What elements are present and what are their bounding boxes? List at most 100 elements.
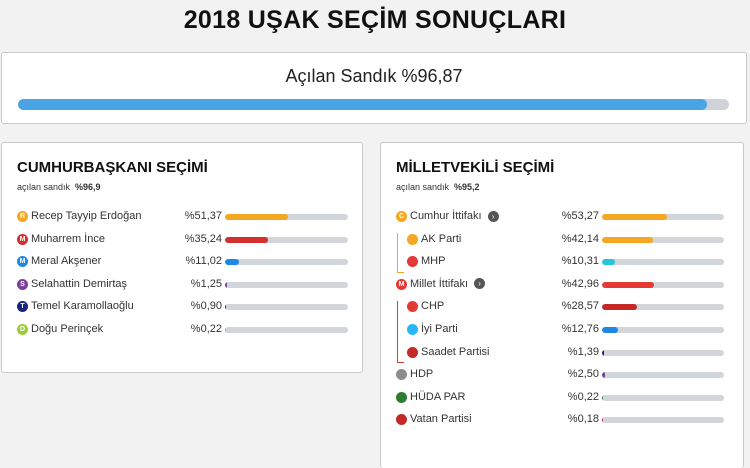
party-name: HÜDA PAR (410, 391, 465, 403)
millet-bracket (397, 301, 404, 363)
candidate-name-text: Recep Tayyip Erdoğan (31, 210, 142, 222)
party-name-text: İyi Parti (421, 323, 458, 335)
vote-bar-fill (225, 214, 289, 220)
candidate-badge-icon: T (17, 301, 28, 312)
parliament-title: MİLLETVEKİLİ SEÇİMİ (396, 159, 555, 176)
candidate-name-text: Temel Karamollaoğlu (31, 300, 134, 312)
blank-area (292, 343, 360, 363)
party-name-text: Vatan Partisi (410, 413, 472, 426)
percentage-value: %2,50 (567, 368, 599, 381)
party-logo-icon: M (396, 278, 407, 290)
candidate-name: Meral Akşener (31, 255, 101, 267)
vote-bar-fill (602, 281, 655, 288)
party-name-text: HÜDA PAR (410, 390, 466, 403)
percentage-value: %1,25 (190, 277, 222, 290)
party-name: Vatan Partisi (410, 413, 472, 425)
parliament-sub-label: açılan sandık (396, 182, 450, 192)
vote-bar-track (602, 394, 724, 401)
party-logo-icon (407, 233, 418, 245)
alliance-info-icon[interactable]: › (474, 278, 486, 290)
vote-bar-track (602, 259, 724, 266)
candidate-row: M Muharrem İnce %35,24 (2, 231, 362, 249)
vote-bar-fill (602, 349, 604, 356)
percentage-value: %28,57 (561, 300, 599, 313)
party-name-text: AK Parti (421, 232, 462, 245)
candidate-name: Muharrem İnce (31, 233, 105, 245)
parliament-ballot-opened: açılan sandık %95,2 (396, 182, 480, 192)
ballot-summary: Açılan Sandık %96,87 (1, 52, 747, 124)
ballot-label: Açılan Sandık %96,87 (285, 66, 463, 86)
party-name: Millet İttifakı › (410, 277, 486, 290)
party-logo-icon (396, 414, 407, 426)
vote-bar-track (225, 304, 348, 310)
party-row: C Cumhur İttifakı › %53,27 (381, 208, 743, 226)
vote-bar-track (602, 327, 724, 333)
percentage-value: %11,02 (185, 255, 223, 267)
party-name-text: Millet İttifakı (410, 277, 469, 290)
percentage-value: %42,14 (561, 232, 599, 245)
vote-bar-track (602, 281, 724, 288)
percentage-value: %0,18 (567, 413, 599, 426)
party-name: CHP (421, 300, 444, 312)
president-results-card: CUMHURBAŞKANI SEÇİMİ açılan sandık %96,9 … (1, 142, 363, 373)
vote-bar-track (225, 326, 348, 333)
party-name-text: Saadet Partisi (421, 345, 490, 358)
candidate-row: D Doğu Perinçek %0,22 (2, 321, 362, 339)
candidate-row: T Temel Karamollaoğlu %0,90 (2, 298, 362, 316)
parliament-sub-value: %95,2 (454, 182, 480, 192)
ballot-progress-fill (18, 99, 707, 110)
candidate-row: M Meral Akşener %11,02 (2, 253, 362, 271)
parliament-results-card: MİLLETVEKİLİ SEÇİMİ açılan sandık %95,2 C… (380, 142, 744, 468)
vote-bar-fill (225, 236, 269, 243)
candidate-badge-icon: S (17, 278, 28, 290)
candidate-name: Temel Karamollaoğlu (31, 300, 134, 312)
party-name-text: MHP (421, 255, 446, 268)
vote-bar-fill (225, 281, 227, 288)
party-name-text: CHP (421, 300, 445, 313)
candidate-badge-icon: D (17, 323, 28, 335)
party-logo-icon (396, 369, 407, 381)
candidate-row: S Selahattin Demirtaş %1,25 (2, 276, 362, 294)
vote-bar-track (225, 236, 348, 243)
vote-bar-fill (225, 326, 227, 333)
vote-bar-track (602, 417, 724, 424)
party-name: AK Parti (421, 233, 461, 245)
candidate-name-text: Doğu Perinçek (31, 322, 104, 335)
vote-bar-fill (602, 417, 604, 424)
vote-bar-fill (602, 236, 654, 243)
percentage-value: %51,37 (184, 210, 222, 222)
vote-bar-track (225, 214, 348, 220)
president-title: CUMHURBAŞKANI SEÇİMİ (17, 159, 208, 176)
cumhur-bracket (397, 233, 404, 273)
party-name: Saadet Partisi (421, 346, 489, 358)
candidate-badge-icon: R (17, 211, 28, 222)
vote-bar-fill (225, 259, 239, 265)
vote-bar-fill (602, 327, 618, 333)
vote-bar-fill (225, 304, 227, 310)
candidate-row: R Recep Tayyip Erdoğan %51,37 (2, 208, 362, 226)
party-logo-icon (407, 256, 418, 268)
percentage-value: %12,76 (561, 323, 599, 335)
vote-bar-fill (602, 372, 606, 379)
candidate-name: Selahattin Demirtaş (31, 278, 127, 290)
vote-bar-fill (602, 259, 615, 266)
vote-bar-fill (602, 304, 637, 311)
vote-bar-fill (602, 394, 604, 401)
president-sub-label: açılan sandık (17, 182, 71, 192)
percentage-value: %10,31 (561, 255, 599, 268)
party-row: M Millet İttifakı › %42,96 (381, 276, 743, 294)
vote-bar-track (602, 372, 724, 379)
vote-bar-track (225, 259, 348, 265)
alliance-info-icon[interactable]: › (487, 210, 499, 222)
party-name: İyi Parti (421, 323, 458, 335)
party-logo-icon (407, 324, 418, 335)
party-row: HÜDA PAR %0,22 (381, 389, 743, 407)
party-logo-icon: C (396, 211, 407, 222)
vote-bar-fill (602, 214, 667, 220)
party-name-text: Cumhur İttifakı (410, 210, 482, 222)
candidate-name-text: Muharrem İnce (31, 232, 105, 245)
party-logo-icon (407, 301, 418, 313)
party-row: CHP %28,57 (381, 298, 743, 316)
party-row: İyi Parti %12,76 (381, 321, 743, 339)
vote-bar-track (602, 236, 724, 243)
